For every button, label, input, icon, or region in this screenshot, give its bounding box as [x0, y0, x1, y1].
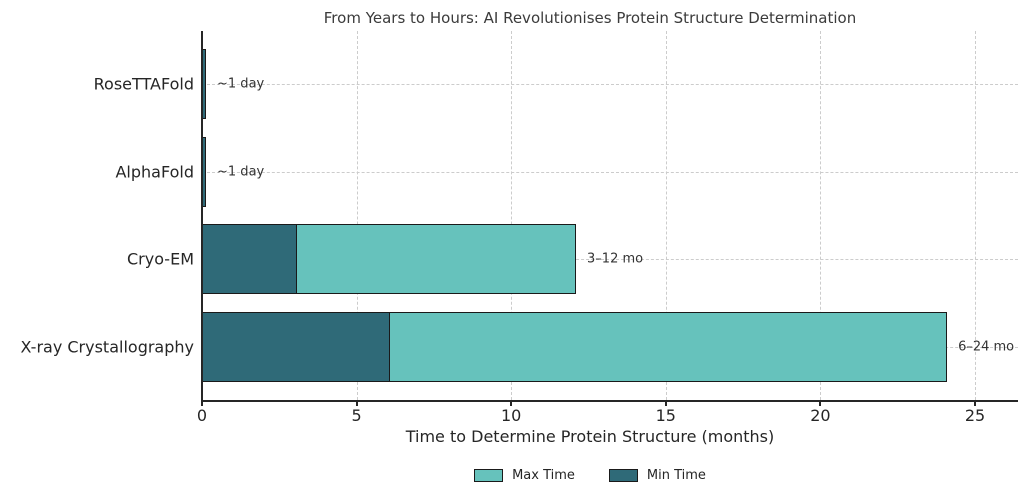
max-time-swatch	[474, 469, 504, 482]
bar-segment-min-time	[202, 224, 298, 295]
x-tick-mark	[974, 402, 976, 406]
vertical-gridline	[356, 31, 358, 400]
vertical-gridline	[511, 31, 513, 400]
x-axis-title: Time to Determine Protein Structure (mon…	[405, 427, 775, 446]
plot-area	[202, 31, 1018, 400]
x-tick-label: 20	[810, 406, 831, 425]
x-tick-mark	[664, 402, 667, 406]
x-tick-mark	[510, 402, 513, 406]
horizontal-gridline	[202, 171, 1018, 173]
x-tick-mark	[355, 402, 358, 406]
y-tick-label: AlphaFold	[115, 162, 194, 182]
horizontal-gridline	[202, 259, 1018, 261]
legend-label: Min Time	[646, 468, 706, 483]
y-tick-label: Cryo-EM	[127, 249, 194, 269]
bar-segment-max-time	[389, 312, 948, 383]
bar-annotation: 3–12 mo	[587, 251, 644, 267]
x-tick-mark	[201, 402, 203, 406]
min-time-swatch	[608, 469, 638, 482]
legend-item-max-time: Max Time	[474, 468, 575, 483]
bar-annotation: ~1 day	[217, 76, 265, 92]
y-tick-label: RoseTTAFold	[93, 74, 194, 94]
legend-label: Max Time	[512, 468, 575, 483]
x-tick-mark	[819, 402, 822, 406]
x-tick-label: 15	[655, 406, 676, 425]
horizontal-gridline	[202, 83, 1018, 85]
bar-annotation: 6–24 mo	[958, 339, 1015, 355]
chart-title: From Years to Hours: AI Revolutionises P…	[323, 9, 857, 27]
x-tick-label: 10	[501, 406, 522, 425]
x-tick-label: 0	[196, 406, 208, 425]
vertical-gridline	[975, 31, 976, 400]
bar-segment-max-time	[296, 224, 577, 295]
vertical-gridline	[820, 31, 822, 400]
legend-item-min-time: Min Time	[608, 468, 706, 483]
x-tick-label: 5	[351, 406, 362, 425]
legend: Max Time Min Time	[178, 468, 1002, 483]
bar-segment-min-time	[202, 312, 391, 383]
x-axis-line	[201, 400, 1018, 402]
y-axis-spine	[201, 31, 203, 402]
vertical-gridline	[665, 31, 667, 400]
bar-annotation: ~1 day	[217, 164, 265, 180]
y-tick-label: X-ray Crystallography	[20, 337, 195, 357]
x-tick-label: 25	[964, 406, 986, 425]
